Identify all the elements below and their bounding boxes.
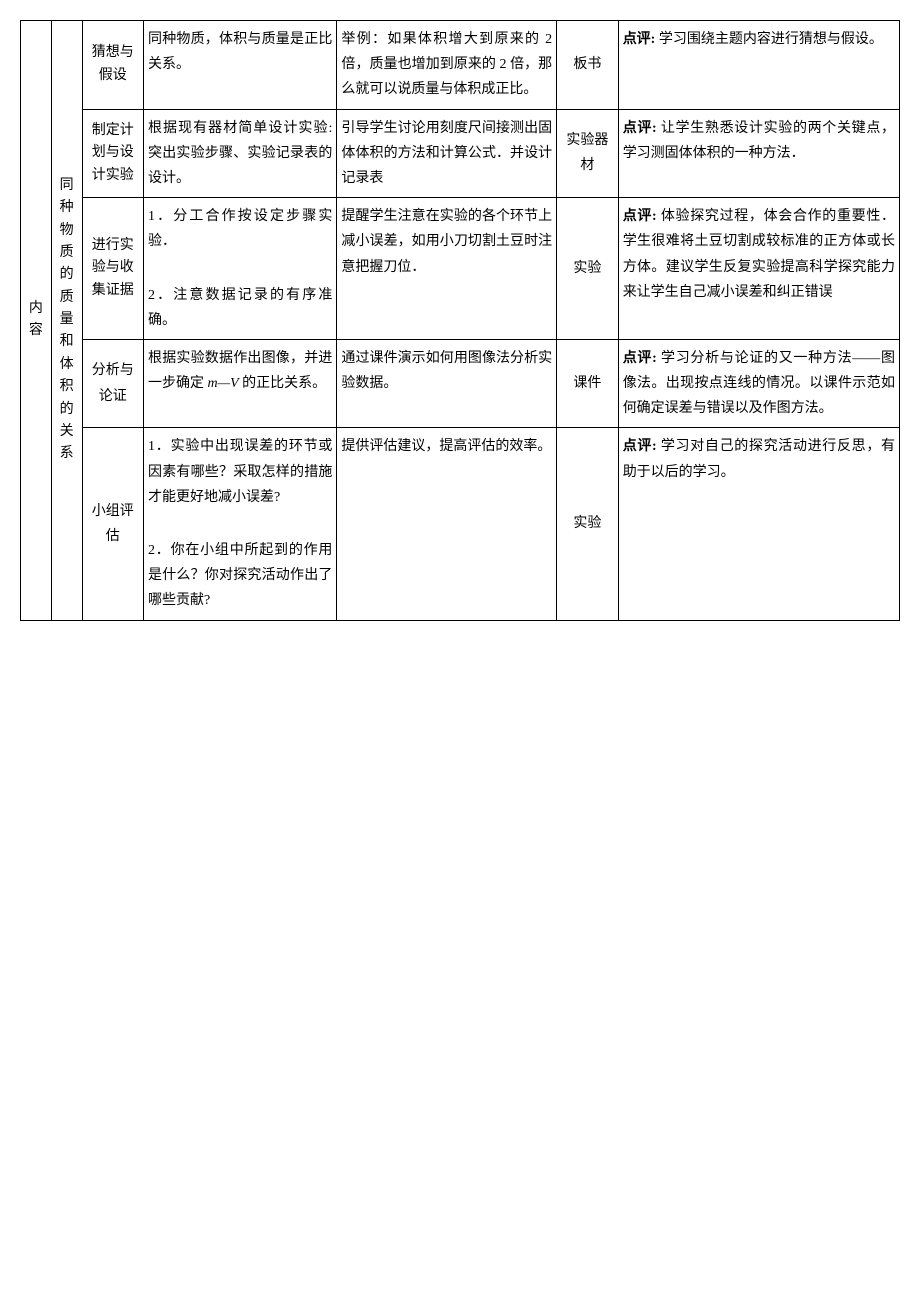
comment-text: 学习围绕主题内容进行猜想与假设。 <box>655 32 883 47</box>
step-cell: 小组评估 <box>82 428 144 620</box>
teacher-activity-cell: 提供评估建议，提高评估的效率。 <box>337 428 557 620</box>
teacher-activity-cell: 通过课件演示如何用图像法分析实验数据。 <box>337 339 557 428</box>
student-activity-cell: 1．实验中出现误差的环节或因素有哪些？采取怎样的措施才能更好地减小误差? 2．你… <box>144 428 337 620</box>
topic-cell: 同种物质的质量和体积的关系 <box>51 21 82 621</box>
media-text: 板书 <box>573 57 601 72</box>
table-row: 进行实验与收集证据 1．分工合作按设定步骤实验． 2．注意数据记录的有序准确。 … <box>21 198 900 340</box>
media-cell: 实验器材 <box>557 109 619 198</box>
teacher-activity-text: 举例：如果体积增大到原来的 2 倍，质量也增加到原来的 2 倍，那么就可以说质量… <box>341 32 552 97</box>
student-activity-cell: 根据现有器材简单设计实验: 突出实验步骤、实验记录表的设计。 <box>144 109 337 198</box>
content-category-label: 内容 <box>29 301 43 338</box>
main-table: 内容 同种物质的质量和体积的关系 猜想与假设 同种物质，体积与质量是正比关系。 … <box>20 20 900 621</box>
media-cell: 板书 <box>557 21 619 110</box>
table-row: 小组评估 1．实验中出现误差的环节或因素有哪些？采取怎样的措施才能更好地减小误差… <box>21 428 900 620</box>
student-activity-text: 2．你在小组中所起到的作用是什么？你对探究活动作出了哪些贡献? <box>148 538 332 614</box>
student-activity-text: 1．分工合作按设定步骤实验． <box>148 204 332 254</box>
media-text: 实验 <box>573 261 601 276</box>
comment-label: 点评: <box>623 439 657 454</box>
comment-text: 体验探究过程，体会合作的重要性．学生很难将土豆切割成较标准的正方体或长方体。建议… <box>623 209 895 300</box>
media-text: 实验 <box>573 516 601 531</box>
comment-label: 点评: <box>623 209 657 224</box>
step-cell: 分析与论证 <box>82 339 144 428</box>
comment-label: 点评: <box>623 32 656 47</box>
student-activity-text: 根据现有器材简单设计实验: 突出实验步骤、实验记录表的设计。 <box>148 121 332 186</box>
student-activity-cell: 1．分工合作按设定步骤实验． 2．注意数据记录的有序准确。 <box>144 198 337 340</box>
comment-cell: 点评: 体验探究过程，体会合作的重要性．学生很难将土豆切割成较标准的正方体或长方… <box>618 198 899 340</box>
media-cell: 实验 <box>557 428 619 620</box>
comment-text: 让学生熟悉设计实验的两个关键点，学习测固体体积的一种方法． <box>623 121 895 161</box>
step-label: 进行实验与收集证据 <box>92 238 134 298</box>
table-row: 制定计划与设计实验 根据现有器材简单设计实验: 突出实验步骤、实验记录表的设计。… <box>21 109 900 198</box>
media-cell: 课件 <box>557 339 619 428</box>
comment-text: 学习对自己的探究活动进行反思，有助于以后的学习。 <box>623 439 895 479</box>
media-text: 课件 <box>573 376 601 391</box>
comment-cell: 点评: 让学生熟悉设计实验的两个关键点，学习测固体体积的一种方法． <box>618 109 899 198</box>
comment-label: 点评: <box>623 351 657 366</box>
step-label: 制定计划与设计实验 <box>92 123 134 183</box>
table-row: 内容 同种物质的质量和体积的关系 猜想与假设 同种物质，体积与质量是正比关系。 … <box>21 21 900 110</box>
step-cell: 猜想与假设 <box>82 21 144 110</box>
student-activity-text: 2．注意数据记录的有序准确。 <box>148 283 332 333</box>
media-text: 实验器材 <box>566 133 608 173</box>
comment-cell: 点评: 学习分析与论证的又一种方法——图像法。出现按点连线的情况。以课件示范如何… <box>618 339 899 428</box>
step-cell: 进行实验与收集证据 <box>82 198 144 340</box>
topic-label: 同种物质的质量和体积的关系 <box>60 178 74 462</box>
student-activity-text: 同种物质，体积与质量是正比关系。 <box>148 32 332 72</box>
comment-cell: 点评: 学习围绕主题内容进行猜想与假设。 <box>618 21 899 110</box>
student-activity-cell: 根据实验数据作出图像，并进一步确定 m—V 的正比关系。 <box>144 339 337 428</box>
step-label: 小组评估 <box>92 504 134 544</box>
teacher-activity-text: 提醒学生注意在实验的各个环节上减小误差，如用小刀切割土豆时注意把握刀位． <box>341 209 552 274</box>
step-label: 猜想与假设 <box>92 45 134 82</box>
media-cell: 实验 <box>557 198 619 340</box>
step-label: 分析与论证 <box>92 363 134 403</box>
table-row: 分析与论证 根据实验数据作出图像，并进一步确定 m—V 的正比关系。 通过课件演… <box>21 339 900 428</box>
teacher-activity-cell: 提醒学生注意在实验的各个环节上减小误差，如用小刀切割土豆时注意把握刀位． <box>337 198 557 340</box>
teacher-activity-cell: 举例：如果体积增大到原来的 2 倍，质量也增加到原来的 2 倍，那么就可以说质量… <box>337 21 557 110</box>
content-category-cell: 内容 <box>21 21 52 621</box>
teacher-activity-cell: 引导学生讨论用刻度尺间接测出固体体积的方法和计算公式．并设计记录表 <box>337 109 557 198</box>
student-activity-formula: m—V <box>208 376 239 391</box>
teacher-activity-text: 提供评估建议，提高评估的效率。 <box>341 439 551 454</box>
teacher-activity-text: 引导学生讨论用刻度尺间接测出固体体积的方法和计算公式．并设计记录表 <box>341 121 552 186</box>
student-activity-text-post: 的正比关系。 <box>239 376 327 391</box>
teacher-activity-text: 通过课件演示如何用图像法分析实验数据。 <box>341 351 552 391</box>
student-activity-text: 1．实验中出现误差的环节或因素有哪些？采取怎样的措施才能更好地减小误差? <box>148 434 332 510</box>
student-activity-cell: 同种物质，体积与质量是正比关系。 <box>144 21 337 110</box>
step-cell: 制定计划与设计实验 <box>82 109 144 198</box>
comment-label: 点评: <box>623 121 657 136</box>
comment-cell: 点评: 学习对自己的探究活动进行反思，有助于以后的学习。 <box>618 428 899 620</box>
lesson-plan-table: 内容 同种物质的质量和体积的关系 猜想与假设 同种物质，体积与质量是正比关系。 … <box>20 20 900 621</box>
comment-text: 学习分析与论证的又一种方法——图像法。出现按点连线的情况。以课件示范如何确定误差… <box>623 351 895 416</box>
